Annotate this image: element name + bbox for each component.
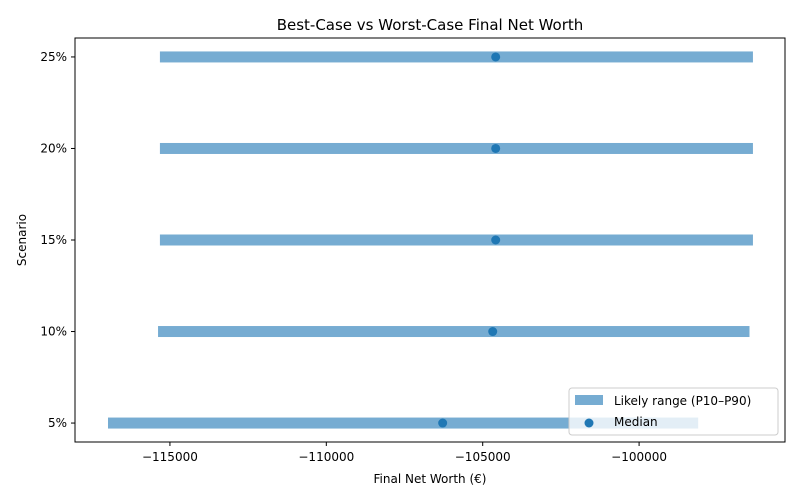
range-bar (159, 234, 753, 246)
y-tick-label: 25% (40, 50, 67, 64)
range-bar (107, 417, 699, 429)
range-bar (159, 142, 753, 154)
legend-range-label: Likely range (P10–P90) (614, 394, 751, 408)
x-tick-label: −110000 (298, 450, 354, 464)
chart-title: Best-Case vs Worst-Case Final Net Worth (277, 16, 584, 34)
y-tick-label: 20% (40, 141, 67, 155)
legend: Likely range (P10–P90) Median (568, 387, 779, 436)
median-point (491, 235, 501, 245)
x-tick-label: −105000 (455, 450, 511, 464)
y-tick-label: 5% (48, 416, 67, 430)
median-point (438, 418, 448, 428)
legend-median-marker (584, 418, 594, 428)
median-point (488, 327, 498, 337)
range-bar (159, 51, 753, 63)
legend-median-label: Median (614, 415, 658, 429)
median-point (491, 52, 501, 62)
legend-range-swatch (575, 395, 603, 405)
y-tick-label: 15% (40, 233, 67, 247)
median-point (491, 143, 501, 153)
x-tick-label: −115000 (142, 450, 198, 464)
x-tick-label: −100000 (611, 450, 667, 464)
y-tick-label: 10% (40, 325, 67, 339)
x-axis-label: Final Net Worth (€) (374, 472, 487, 486)
legend-box (568, 387, 779, 436)
plot-frame (74, 37, 786, 443)
range-bar (158, 326, 750, 338)
y-axis-label: Scenario (15, 214, 29, 266)
